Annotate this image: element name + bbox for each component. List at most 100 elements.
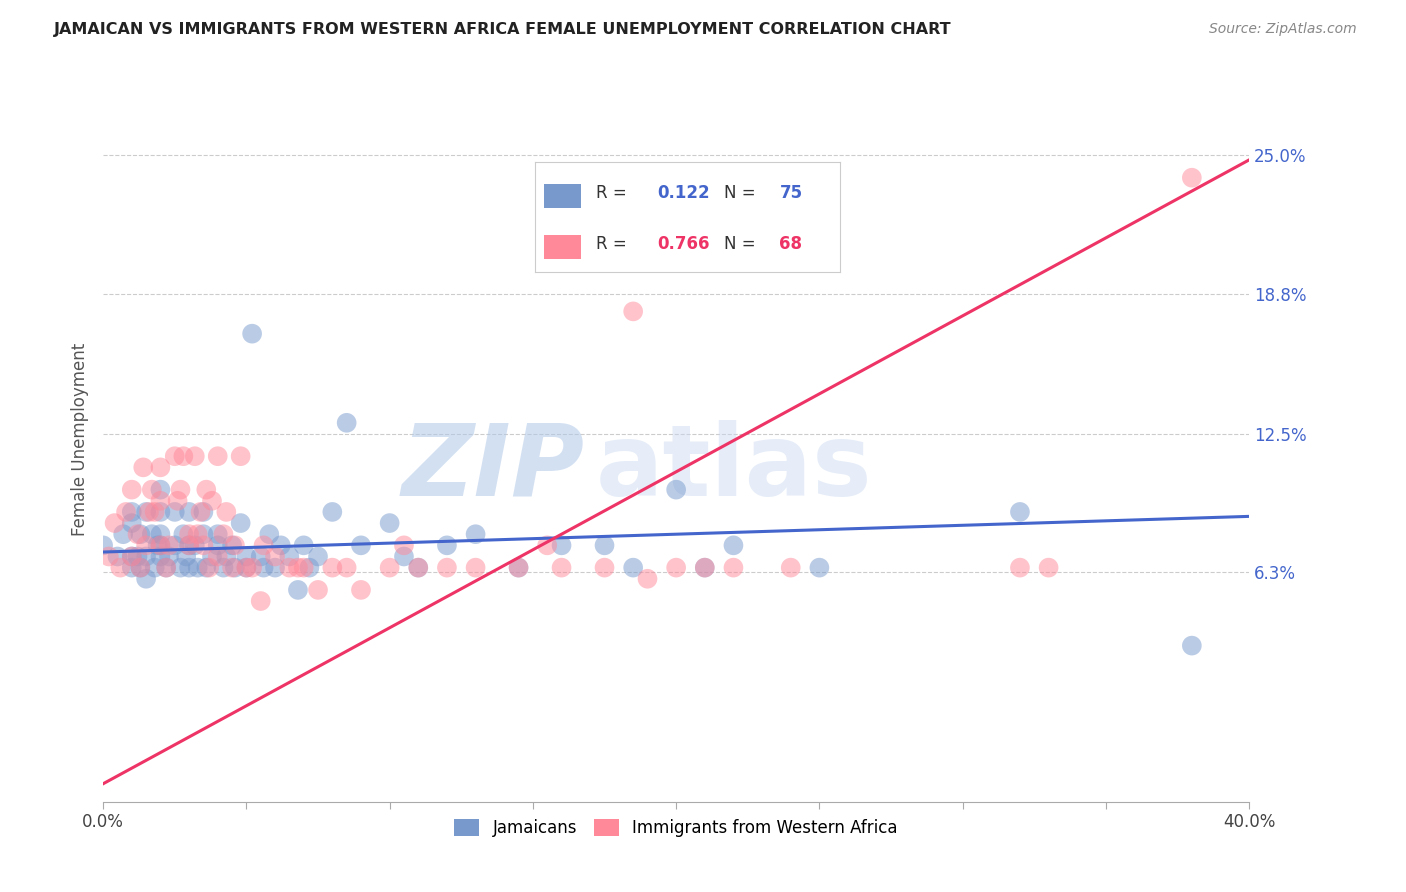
Point [693,560,716,574]
Point [264,560,287,574]
Point [665,483,688,497]
Point [550,560,572,574]
Point [195,483,218,497]
Point [221,560,243,574]
Point [121,505,143,519]
Point [235,560,257,574]
Point [593,538,616,552]
Point [1008,505,1031,519]
Point [149,538,172,552]
Point [141,483,163,497]
Point [146,538,169,552]
Point [177,538,200,552]
Point [135,505,157,519]
Point [249,594,271,608]
Point [177,527,200,541]
Point [278,549,301,564]
Point [408,560,430,574]
Point [464,527,486,541]
Point [350,582,373,597]
Point [115,505,138,519]
Point [129,560,152,574]
Point [292,560,315,574]
Point [187,527,209,541]
Point [135,538,157,552]
Point [97,549,120,564]
Point [593,560,616,574]
Point [127,527,149,541]
Point [350,538,373,552]
Point [129,527,152,541]
Text: 0.766: 0.766 [658,235,710,253]
Point [224,560,246,574]
Point [198,560,221,574]
Text: R =: R = [596,184,627,202]
Point [252,560,274,574]
Text: N =: N = [724,235,756,253]
Point [149,538,172,552]
Point [1008,560,1031,574]
Point [287,560,309,574]
Point [665,560,688,574]
Point [135,572,157,586]
Point [307,549,329,564]
Text: 68: 68 [779,235,803,253]
Point [378,516,401,530]
Point [215,505,238,519]
Point [91,538,114,552]
Text: R =: R = [596,235,627,253]
Point [138,505,160,519]
Point [104,516,127,530]
Point [229,449,252,463]
Point [172,527,194,541]
Point [621,560,644,574]
Bar [544,235,581,259]
Point [149,483,172,497]
Point [149,505,172,519]
Point [307,582,329,597]
Point [169,560,191,574]
Point [693,560,716,574]
Point [121,483,143,497]
Point [143,560,166,574]
Point [155,560,177,574]
Point [193,527,215,541]
Point [132,460,155,475]
Point [378,560,401,574]
Point [163,449,186,463]
Point [408,560,430,574]
Point [121,560,143,574]
Point [464,560,486,574]
Point [336,416,359,430]
Point [207,527,229,541]
Point [536,538,558,552]
Point [207,538,229,552]
Point [436,538,458,552]
Point [107,549,129,564]
Point [436,560,458,574]
Point [1181,170,1204,185]
Point [240,560,263,574]
Point [1038,560,1060,574]
Point [157,538,180,552]
Point [224,538,246,552]
Text: ZIP: ZIP [402,420,585,517]
Point [174,549,197,564]
Point [292,538,315,552]
Point [193,505,215,519]
Point [166,493,188,508]
Point [184,449,207,463]
Point [135,549,157,564]
Point [169,483,191,497]
Point [149,460,172,475]
Point [172,449,194,463]
Point [336,560,359,574]
Point [129,560,152,574]
Point [141,527,163,541]
Point [193,538,215,552]
Point [121,516,143,530]
Point [392,538,415,552]
Text: 0.122: 0.122 [658,184,710,202]
Point [177,560,200,574]
Point [201,493,224,508]
